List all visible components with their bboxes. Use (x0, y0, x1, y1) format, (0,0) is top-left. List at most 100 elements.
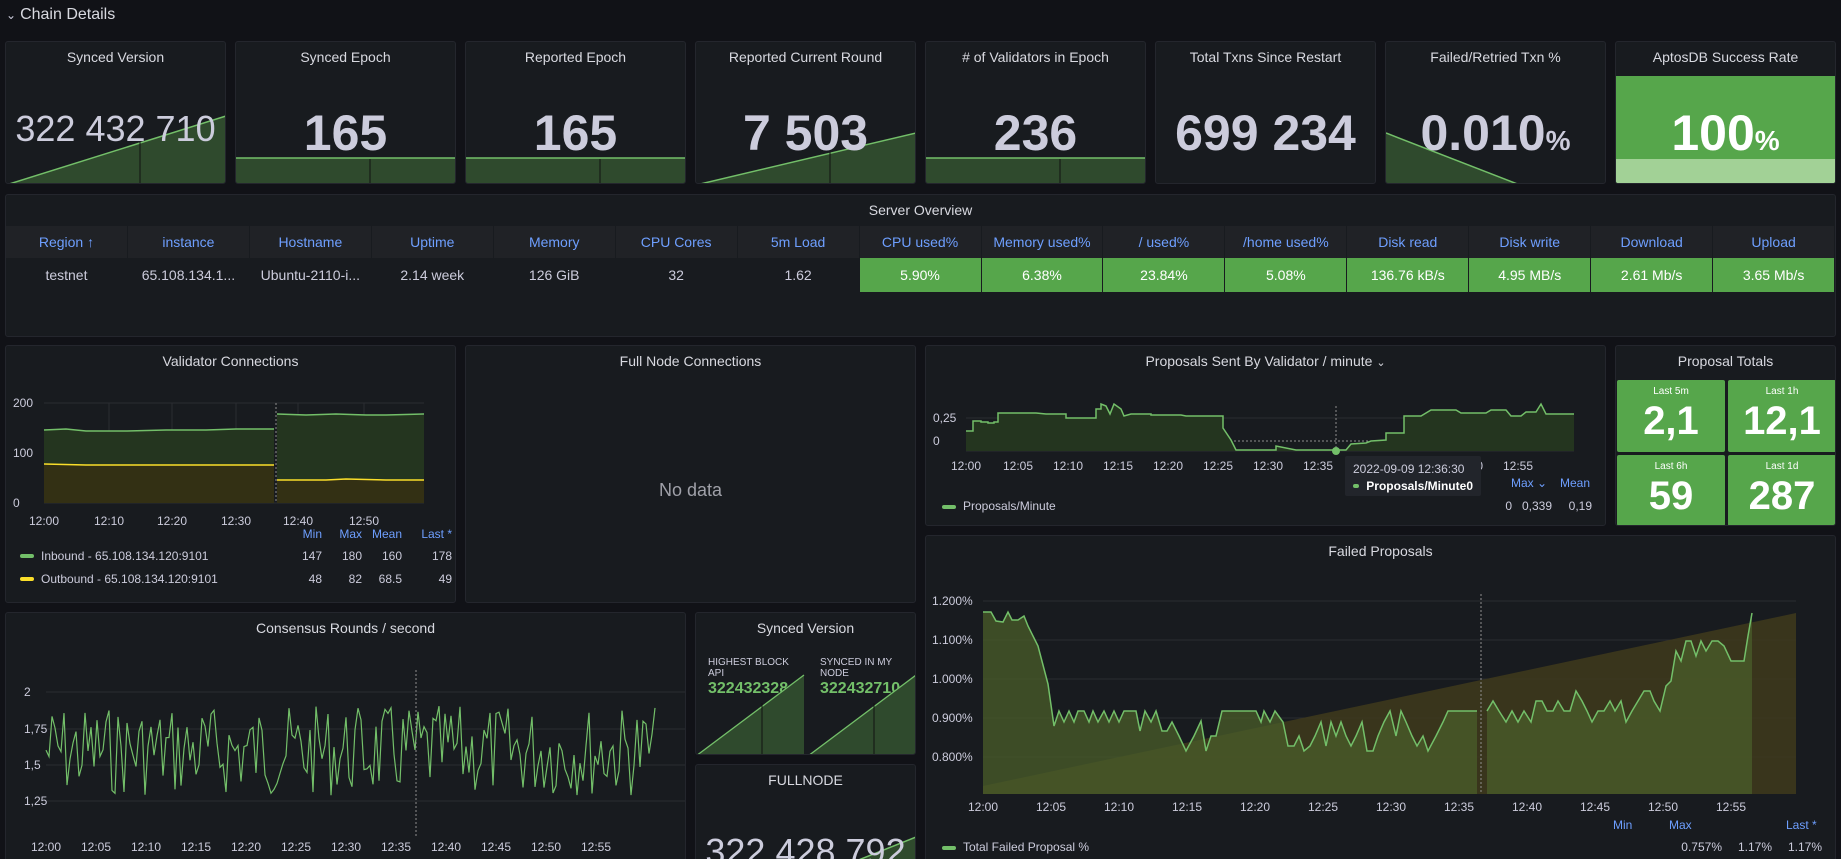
panel-title: Server Overview (868, 202, 973, 218)
legend-header-mean[interactable]: Mean (371, 527, 402, 541)
tile-value: 2,1 (1643, 399, 1699, 443)
legend-header-last[interactable]: Last * (421, 527, 452, 541)
column-header[interactable]: Memory used% (981, 226, 1104, 258)
sparkline (701, 132, 915, 183)
legend-min: 147 (301, 548, 322, 563)
series-swatch (1353, 484, 1360, 488)
stat-synced-version[interactable]: Synced Version 322 432 710 (5, 41, 226, 184)
panel-fullnode[interactable]: FULLNODE 322 428 792 (695, 764, 916, 859)
series-swatch (942, 504, 956, 509)
legend-last: 1.17% (1787, 840, 1822, 854)
stat-reported-current-round[interactable]: Reported Current Round 7 503 (695, 41, 916, 184)
legend-header-last[interactable]: Last * (1786, 818, 1817, 832)
panel-validator-connections[interactable]: Validator Connections 200 100 0 12:00 12:10… (5, 345, 456, 603)
proposals-chart (966, 402, 1574, 455)
table-cell: 126 GiB (494, 258, 616, 292)
y-tick-label: 1,25 (24, 794, 48, 808)
tile-label: Last 6h (1654, 461, 1688, 472)
legend-header-max[interactable]: Max (1669, 818, 1692, 832)
column-header[interactable]: Hostname (249, 226, 372, 258)
panel-consensus-rounds[interactable]: Consensus Rounds / second 2 1,75 1,5 1,25 1… (5, 612, 686, 859)
stat-aptosdb-success[interactable]: AptosDB Success Rate 100% (1615, 41, 1836, 184)
failed-chart (983, 594, 1796, 794)
stat-synced-epoch[interactable]: Synced Epoch 165 (235, 41, 456, 184)
legend-max: 1.17% (1737, 840, 1772, 854)
panel-title[interactable]: Proposals Sent By Validator / minute ⌄ (926, 353, 1605, 369)
tooltip-time: 2022-09-09 12:36:30 (1353, 462, 1465, 476)
panel-title: Synced Version (66, 49, 165, 65)
x-tick-label: 12:20 (1240, 800, 1271, 814)
panel-full-node-connections[interactable]: Full Node Connections No data (465, 345, 916, 603)
panel-proposal-totals[interactable]: Proposal Totals Last 5m 2,1 Last 1h 12,1 L… (1615, 345, 1836, 526)
legend-header-min[interactable]: Min (1613, 818, 1633, 832)
column-header[interactable]: Upload (1713, 226, 1835, 258)
legend-max: 82 (348, 571, 362, 586)
series-name: Proposals/Minute (963, 499, 1056, 513)
stat-value: 7 503 (742, 105, 869, 161)
legend-mean: 160 (381, 548, 402, 563)
stat-value: 236 (993, 105, 1078, 161)
y-tick-label: 200 (13, 396, 34, 410)
x-tick-label: 12:00 (951, 459, 982, 473)
x-tick-label: 12:20 (157, 514, 188, 528)
column-header[interactable]: / used% (1103, 226, 1226, 258)
y-tick-label: 1.000% (932, 672, 973, 686)
stat-total-txns[interactable]: Total Txns Since Restart 699 234 (1155, 41, 1376, 184)
column-header[interactable]: Memory (493, 226, 616, 258)
x-tick-label: 12:05 (1036, 800, 1067, 814)
x-tick-label: 12:35 (381, 840, 412, 854)
column-header[interactable]: Download (1591, 226, 1714, 258)
tile-label: Last 5m (1653, 386, 1689, 397)
column-header[interactable]: Disk read (1347, 226, 1470, 258)
table-cell: 4.95 MB/s (1469, 258, 1592, 292)
column-header[interactable]: /home used% (1225, 226, 1348, 258)
stat-value-highest-block: 322432328 (708, 680, 789, 697)
legend-row-inbound[interactable]: Inbound - 65.108.134.120:9101 147 180 16… (20, 544, 452, 567)
stat-value: 165 (303, 105, 388, 161)
legend-max: 180 (341, 548, 362, 563)
stat-value: 165 (533, 105, 618, 161)
panel-proposals-sent[interactable]: Proposals Sent By Validator / minute ⌄ 0… (925, 345, 1606, 526)
x-tick-label: 12:40 (283, 514, 314, 528)
table-row[interactable]: testnet 65.108.134.1... Ubuntu-2110-i... 2.… (6, 258, 1835, 292)
legend-header-max[interactable]: Max ⌄ (1511, 476, 1548, 490)
column-header[interactable]: 5m Load (737, 226, 860, 258)
x-tick-label: 12:40 (1512, 800, 1543, 814)
stat-reported-epoch[interactable]: Reported Epoch 165 (465, 41, 686, 184)
row-header-chain-details[interactable]: ⌄ Chain Details (6, 6, 115, 24)
column-header[interactable]: Disk write (1469, 226, 1592, 258)
stat-validators-in-epoch[interactable]: # of Validators in Epoch 236 (925, 41, 1146, 184)
table-cell: 5.08% (1225, 258, 1348, 292)
column-header[interactable]: instance (127, 226, 250, 258)
legend-last: 49 (438, 571, 452, 586)
legend-header-max[interactable]: Max (339, 527, 362, 541)
panel-server-overview[interactable]: Server Overview Region ↑ instance Hostname… (5, 194, 1836, 337)
legend-header-mean[interactable]: Mean (1560, 476, 1591, 490)
legend-row[interactable]: Total Failed Proposal % 0.757% 1.17% 1.1… (942, 839, 1822, 855)
legend-row[interactable]: Proposals/Minute 0 0,339 0,19 (942, 498, 1592, 514)
legend-row-outbound[interactable]: Outbound - 65.108.134.120:9101 48 82 68.… (20, 567, 452, 590)
series-swatch (942, 845, 956, 850)
legend-header-min[interactable]: Min (302, 527, 322, 541)
x-tick-label: 12:10 (1053, 459, 1084, 473)
legend-min: 0.757% (1681, 840, 1722, 854)
panel-failed-proposals[interactable]: Failed Proposals 1.200% 1.100% 1.000% 0.900… (925, 535, 1836, 859)
column-header[interactable]: Region ↑ (6, 226, 128, 258)
validator-chart (43, 402, 425, 504)
x-tick-label: 12:40 (431, 840, 462, 854)
x-tick-label: 12:20 (1153, 459, 1184, 473)
x-tick-label: 12:05 (1003, 459, 1034, 473)
stat-failed-txn[interactable]: Failed/Retried Txn % 0.010% (1385, 41, 1606, 184)
x-tick-label: 12:10 (131, 840, 162, 854)
panel-synced-version-compare[interactable]: Synced Version HIGHEST BLOCK API 3224323… (695, 612, 916, 755)
column-header[interactable]: Uptime (371, 226, 494, 258)
x-tick-label: 12:35 (1303, 459, 1334, 473)
sparkline (9, 115, 225, 183)
stat-label-synced-node: SYNCED IN MY NODE (820, 657, 893, 679)
panel-title: FULLNODE (768, 772, 843, 788)
x-tick-label: 12:00 (31, 840, 62, 854)
panel-title: Proposal Totals (1677, 353, 1774, 369)
x-tick-label: 12:10 (1104, 800, 1135, 814)
column-header[interactable]: CPU used% (859, 226, 982, 258)
column-header[interactable]: CPU Cores (615, 226, 738, 258)
